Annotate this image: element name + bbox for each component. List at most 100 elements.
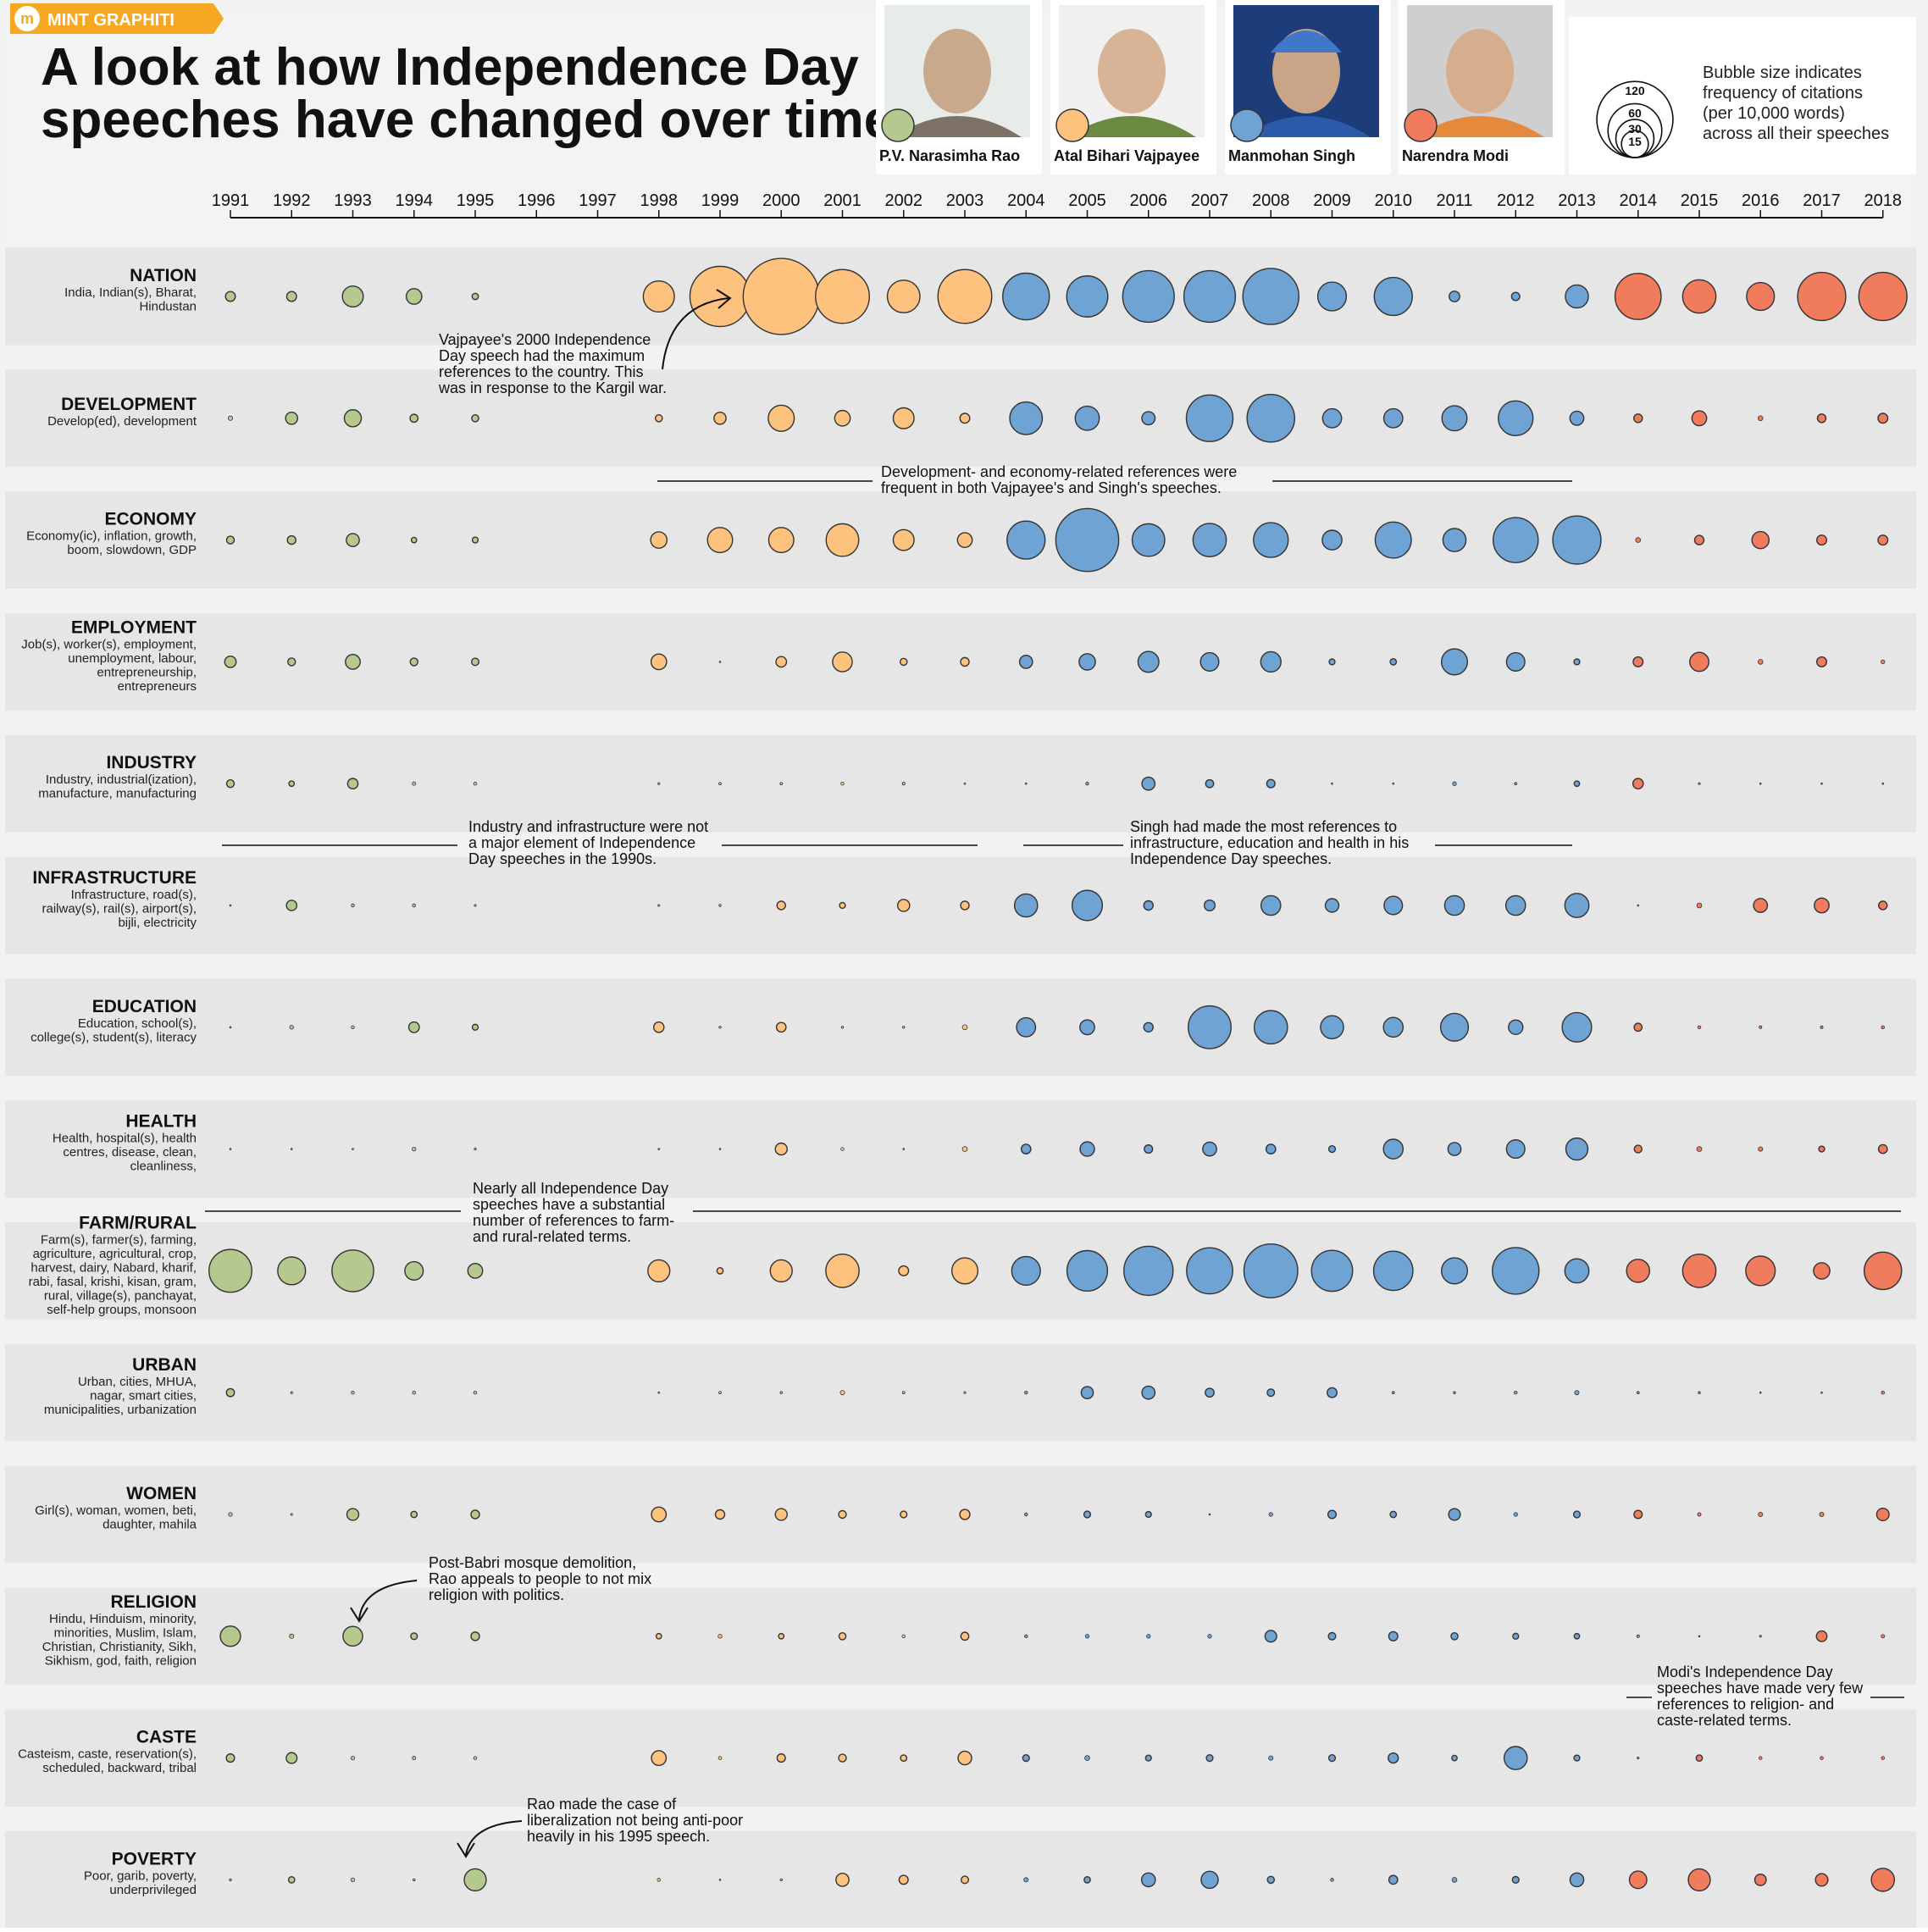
bubble-women-1992 — [290, 1513, 293, 1516]
bubble-urban-2007 — [1205, 1387, 1215, 1398]
bubble-nation-2010 — [1373, 276, 1413, 317]
bubble-caste-2001 — [838, 1753, 847, 1763]
bubble-education-2005 — [1079, 1019, 1095, 1036]
bubble-women-1995 — [470, 1509, 480, 1520]
bubble-women-2012 — [1513, 1512, 1518, 1517]
annotation-babri: Post-Babri mosque demolition,Rao appeals… — [350, 1554, 651, 1623]
arrow-head-icon — [716, 289, 732, 309]
bubble-economy-2013 — [1552, 515, 1602, 565]
bubble-women-2014 — [1633, 1509, 1643, 1520]
year-tick-label: 2003 — [946, 191, 984, 210]
annotation-arrow — [662, 297, 729, 370]
bubble-nation-2000 — [742, 257, 820, 335]
bubble-development-1995 — [471, 413, 479, 423]
bubble-economy-2000 — [767, 527, 795, 554]
bubble-farm-rural-2009 — [1310, 1249, 1354, 1293]
bubble-caste-1992 — [285, 1752, 298, 1764]
bubble-nation-2001 — [815, 268, 870, 324]
bubble-development-2016 — [1757, 415, 1764, 422]
badge-ribbon — [10, 3, 224, 34]
annotation-line: caste-related terms. — [1657, 1712, 1792, 1729]
mint-logo-icon — [14, 6, 40, 31]
year-tick-label: 2002 — [885, 191, 923, 210]
bubble-industry-2016 — [1759, 782, 1762, 785]
bubble-economy-2010 — [1374, 521, 1412, 559]
bubble-health-1994 — [412, 1146, 417, 1152]
bubble-women-2003 — [959, 1509, 971, 1520]
legend-text-line: across all their speeches — [1703, 125, 1889, 143]
bubble-religion-2015 — [1698, 1635, 1701, 1638]
bubble-development-1998 — [654, 413, 663, 423]
bubble-employment-2008 — [1260, 650, 1282, 673]
bubble-employment-2001 — [832, 651, 853, 673]
bubble-development-2014 — [1633, 413, 1643, 423]
bubble-industry-2010 — [1392, 782, 1395, 785]
bubble-farm-rural-2004 — [1011, 1255, 1041, 1287]
bubble-health-1992 — [290, 1148, 293, 1150]
category-terms-line: municipalities, urbanization — [44, 1403, 197, 1417]
pm-name: P.V. Narasimha Rao — [879, 147, 1020, 164]
bubble-poverty-2002 — [898, 1874, 909, 1885]
annotation-dev-econ: Development- and economy-related referen… — [657, 463, 1572, 496]
bubble-caste-2014 — [1637, 1757, 1640, 1760]
category-terms-line: Industry, industrial(ization), — [46, 772, 197, 787]
bubble-economy-1998 — [650, 531, 668, 549]
bubble-poverty-2014 — [1628, 1870, 1648, 1890]
bubble-industry-2015 — [1698, 782, 1701, 785]
bubble-caste-1998 — [651, 1750, 668, 1766]
category-terms-line: Christian, Christianity, Sikh, — [42, 1640, 197, 1654]
bubble-poverty-1992 — [287, 1876, 296, 1884]
bubble-infrastructure-1994 — [412, 903, 416, 908]
bubble-development-2015 — [1691, 410, 1708, 427]
bubble-caste-1994 — [412, 1756, 417, 1761]
bubble-development-2012 — [1498, 400, 1534, 436]
bubble-caste-2018 — [1881, 1756, 1885, 1760]
year-tick-label: 2011 — [1436, 191, 1472, 210]
brand-badge: m MINT GRAPHITI — [10, 3, 224, 34]
bubble-education-2006 — [1143, 1021, 1154, 1033]
bubble-urban-2009 — [1327, 1387, 1338, 1398]
bubble-employment-1993 — [345, 654, 361, 670]
bubble-education-2009 — [1320, 1015, 1344, 1040]
bubble-urban-2015 — [1698, 1391, 1701, 1394]
bubble-infrastructure-2005 — [1071, 889, 1104, 922]
category-terms-line: Hindu, Hinduism, minority, — [49, 1612, 197, 1626]
bubble-health-2002 — [902, 1148, 906, 1150]
bubble-industry-2007 — [1205, 778, 1215, 789]
bubble-employment-2017 — [1816, 656, 1827, 667]
pm-name: Atal Bihari Vajpayee — [1054, 147, 1199, 164]
year-tick-label: 1994 — [396, 191, 434, 210]
year-tick-label: 1992 — [273, 191, 311, 210]
bubble-education-1991 — [229, 1026, 232, 1029]
category-terms-line: Poor, garib, poverty, — [84, 1868, 197, 1883]
chart-title-line-2: speeches have changed over time — [41, 91, 893, 149]
bubble-religion-2004 — [1024, 1634, 1028, 1639]
year-tick-label: 2000 — [762, 191, 801, 210]
bubble-women-2006 — [1144, 1510, 1152, 1519]
bubble-infrastructure-1995 — [474, 904, 477, 907]
category-terms-line: boom, slowdown, GDP — [67, 543, 197, 557]
pm-card-rao: P.V. Narasimha Rao — [876, 0, 1042, 174]
bubble-infrastructure-2017 — [1814, 897, 1830, 914]
bubble-development-2010 — [1382, 407, 1404, 429]
bubble-health-2007 — [1202, 1141, 1217, 1157]
bubble-infrastructure-2004 — [1013, 893, 1039, 918]
bubble-nation-2012 — [1510, 291, 1521, 302]
bubble-economy-2007 — [1192, 523, 1227, 557]
category-label: EMPLOYMENT — [71, 617, 197, 637]
arrow-head-icon — [350, 1607, 368, 1623]
bubble-poverty-1991 — [229, 1878, 232, 1882]
bubble-education-2003 — [961, 1024, 968, 1031]
badge-text: MINT GRAPHITI — [47, 11, 175, 30]
bubble-religion-2006 — [1146, 1634, 1151, 1639]
bubble-women-2018 — [1875, 1507, 1890, 1522]
pm-color-key — [881, 108, 915, 142]
year-axis: 1991 1992 1993 1994 1995 1996 1997 1998 1999 2000… — [212, 191, 1902, 219]
row-band — [5, 1343, 1916, 1442]
bubble-urban-2000 — [779, 1391, 783, 1394]
bubble-urban-2005 — [1080, 1386, 1094, 1400]
